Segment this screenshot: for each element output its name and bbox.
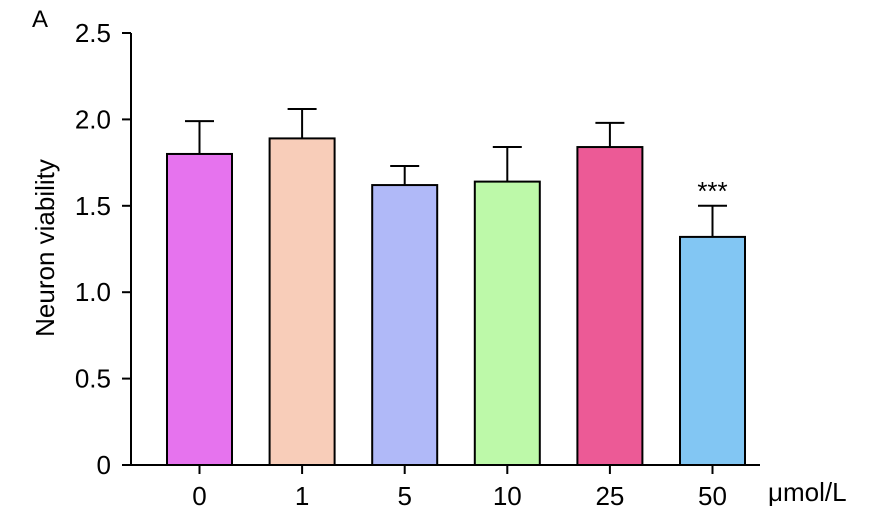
bar-group-10 [473,146,541,466]
y-tick-label: 2.5 [75,18,111,48]
y-tick-label: 1.5 [75,191,111,221]
x-axis-unit-label: μmol/L [768,477,847,507]
x-tick-label: 1 [295,481,309,511]
y-tick-label: 0 [97,450,111,480]
x-tick-label: 50 [698,481,727,511]
y-ticks-group: 0 0.5 1.0 1.5 2.0 2.5 [75,18,131,480]
bar-group-25 [576,121,644,466]
y-axis-label: Neuron viability [30,159,60,337]
x-tick-label: 5 [397,481,411,511]
y-tick-label: 2.0 [75,104,111,134]
bar [371,184,439,466]
panel-label: A [32,6,48,33]
bar [166,152,233,467]
bar-group-1 [268,108,336,467]
bar [268,137,336,467]
y-tick-label: 0.5 [75,364,111,394]
x-ticks-group: 0 1 5 10 25 50 [192,465,727,511]
bar-group-5 [371,165,439,466]
y-tick-label: 1.0 [75,277,111,307]
bars-group: *** [166,108,746,467]
axes-group [130,33,760,466]
bar [576,146,644,466]
bar-group-0 [166,120,233,467]
x-tick-label: 10 [493,481,522,511]
bar [679,235,746,466]
bar [473,180,541,466]
bar-group-50: *** [679,176,746,466]
x-tick-label: 25 [595,481,624,511]
x-tick-label: 0 [192,481,206,511]
significance-marker: *** [697,176,727,206]
